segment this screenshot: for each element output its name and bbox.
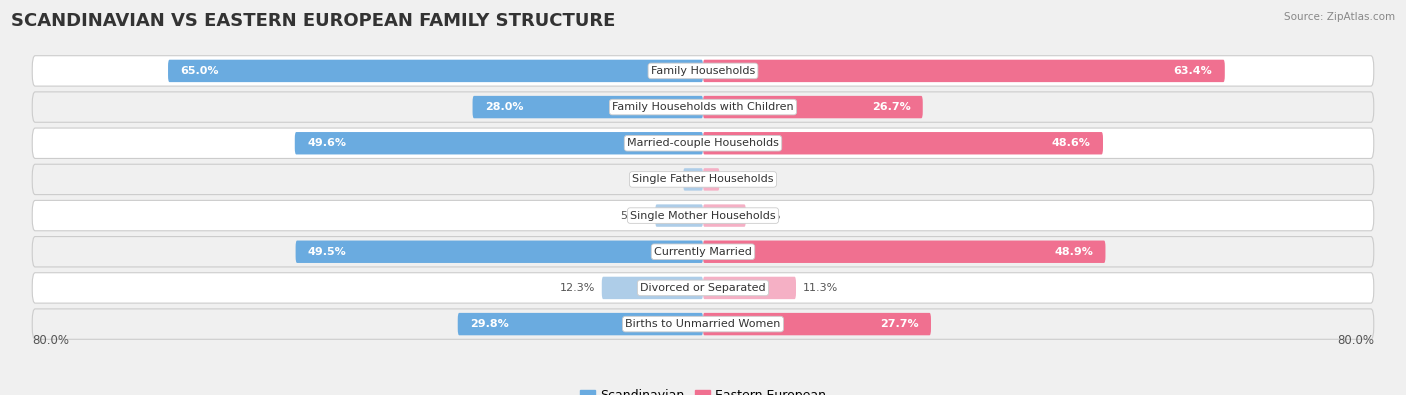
Text: Married-couple Households: Married-couple Households: [627, 138, 779, 148]
Text: 27.7%: 27.7%: [880, 319, 918, 329]
FancyBboxPatch shape: [458, 313, 703, 335]
Text: Currently Married: Currently Married: [654, 247, 752, 257]
Text: 29.8%: 29.8%: [470, 319, 509, 329]
FancyBboxPatch shape: [32, 56, 1374, 86]
Text: 26.7%: 26.7%: [872, 102, 911, 112]
Legend: Scandinavian, Eastern European: Scandinavian, Eastern European: [575, 384, 831, 395]
Text: 80.0%: 80.0%: [32, 333, 69, 346]
FancyBboxPatch shape: [703, 96, 922, 118]
Text: 2.0%: 2.0%: [725, 175, 755, 184]
FancyBboxPatch shape: [703, 168, 720, 191]
FancyBboxPatch shape: [703, 204, 745, 227]
FancyBboxPatch shape: [32, 164, 1374, 195]
FancyBboxPatch shape: [602, 277, 703, 299]
FancyBboxPatch shape: [295, 132, 703, 154]
Text: 11.3%: 11.3%: [803, 283, 838, 293]
FancyBboxPatch shape: [32, 237, 1374, 267]
Text: Single Father Households: Single Father Households: [633, 175, 773, 184]
Text: Source: ZipAtlas.com: Source: ZipAtlas.com: [1284, 12, 1395, 22]
Text: 5.2%: 5.2%: [752, 211, 780, 220]
Text: SCANDINAVIAN VS EASTERN EUROPEAN FAMILY STRUCTURE: SCANDINAVIAN VS EASTERN EUROPEAN FAMILY …: [11, 12, 616, 30]
Text: 49.5%: 49.5%: [308, 247, 347, 257]
FancyBboxPatch shape: [32, 273, 1374, 303]
FancyBboxPatch shape: [703, 132, 1102, 154]
FancyBboxPatch shape: [683, 168, 703, 191]
FancyBboxPatch shape: [32, 309, 1374, 339]
Text: 80.0%: 80.0%: [1337, 333, 1374, 346]
FancyBboxPatch shape: [169, 60, 703, 82]
Text: 28.0%: 28.0%: [485, 102, 523, 112]
Text: 12.3%: 12.3%: [560, 283, 595, 293]
Text: Births to Unmarried Women: Births to Unmarried Women: [626, 319, 780, 329]
Text: Single Mother Households: Single Mother Households: [630, 211, 776, 220]
Text: Family Households with Children: Family Households with Children: [612, 102, 794, 112]
Text: 65.0%: 65.0%: [180, 66, 219, 76]
FancyBboxPatch shape: [32, 128, 1374, 158]
FancyBboxPatch shape: [703, 60, 1225, 82]
FancyBboxPatch shape: [472, 96, 703, 118]
FancyBboxPatch shape: [32, 200, 1374, 231]
Text: 63.4%: 63.4%: [1174, 66, 1212, 76]
Text: 2.4%: 2.4%: [648, 175, 676, 184]
Text: 48.6%: 48.6%: [1052, 138, 1091, 148]
FancyBboxPatch shape: [703, 277, 796, 299]
FancyBboxPatch shape: [655, 204, 703, 227]
Text: 48.9%: 48.9%: [1054, 247, 1092, 257]
Text: 49.6%: 49.6%: [307, 138, 346, 148]
Text: Family Households: Family Households: [651, 66, 755, 76]
Text: Divorced or Separated: Divorced or Separated: [640, 283, 766, 293]
FancyBboxPatch shape: [32, 92, 1374, 122]
FancyBboxPatch shape: [703, 313, 931, 335]
Text: 5.8%: 5.8%: [620, 211, 648, 220]
FancyBboxPatch shape: [703, 241, 1105, 263]
FancyBboxPatch shape: [295, 241, 703, 263]
